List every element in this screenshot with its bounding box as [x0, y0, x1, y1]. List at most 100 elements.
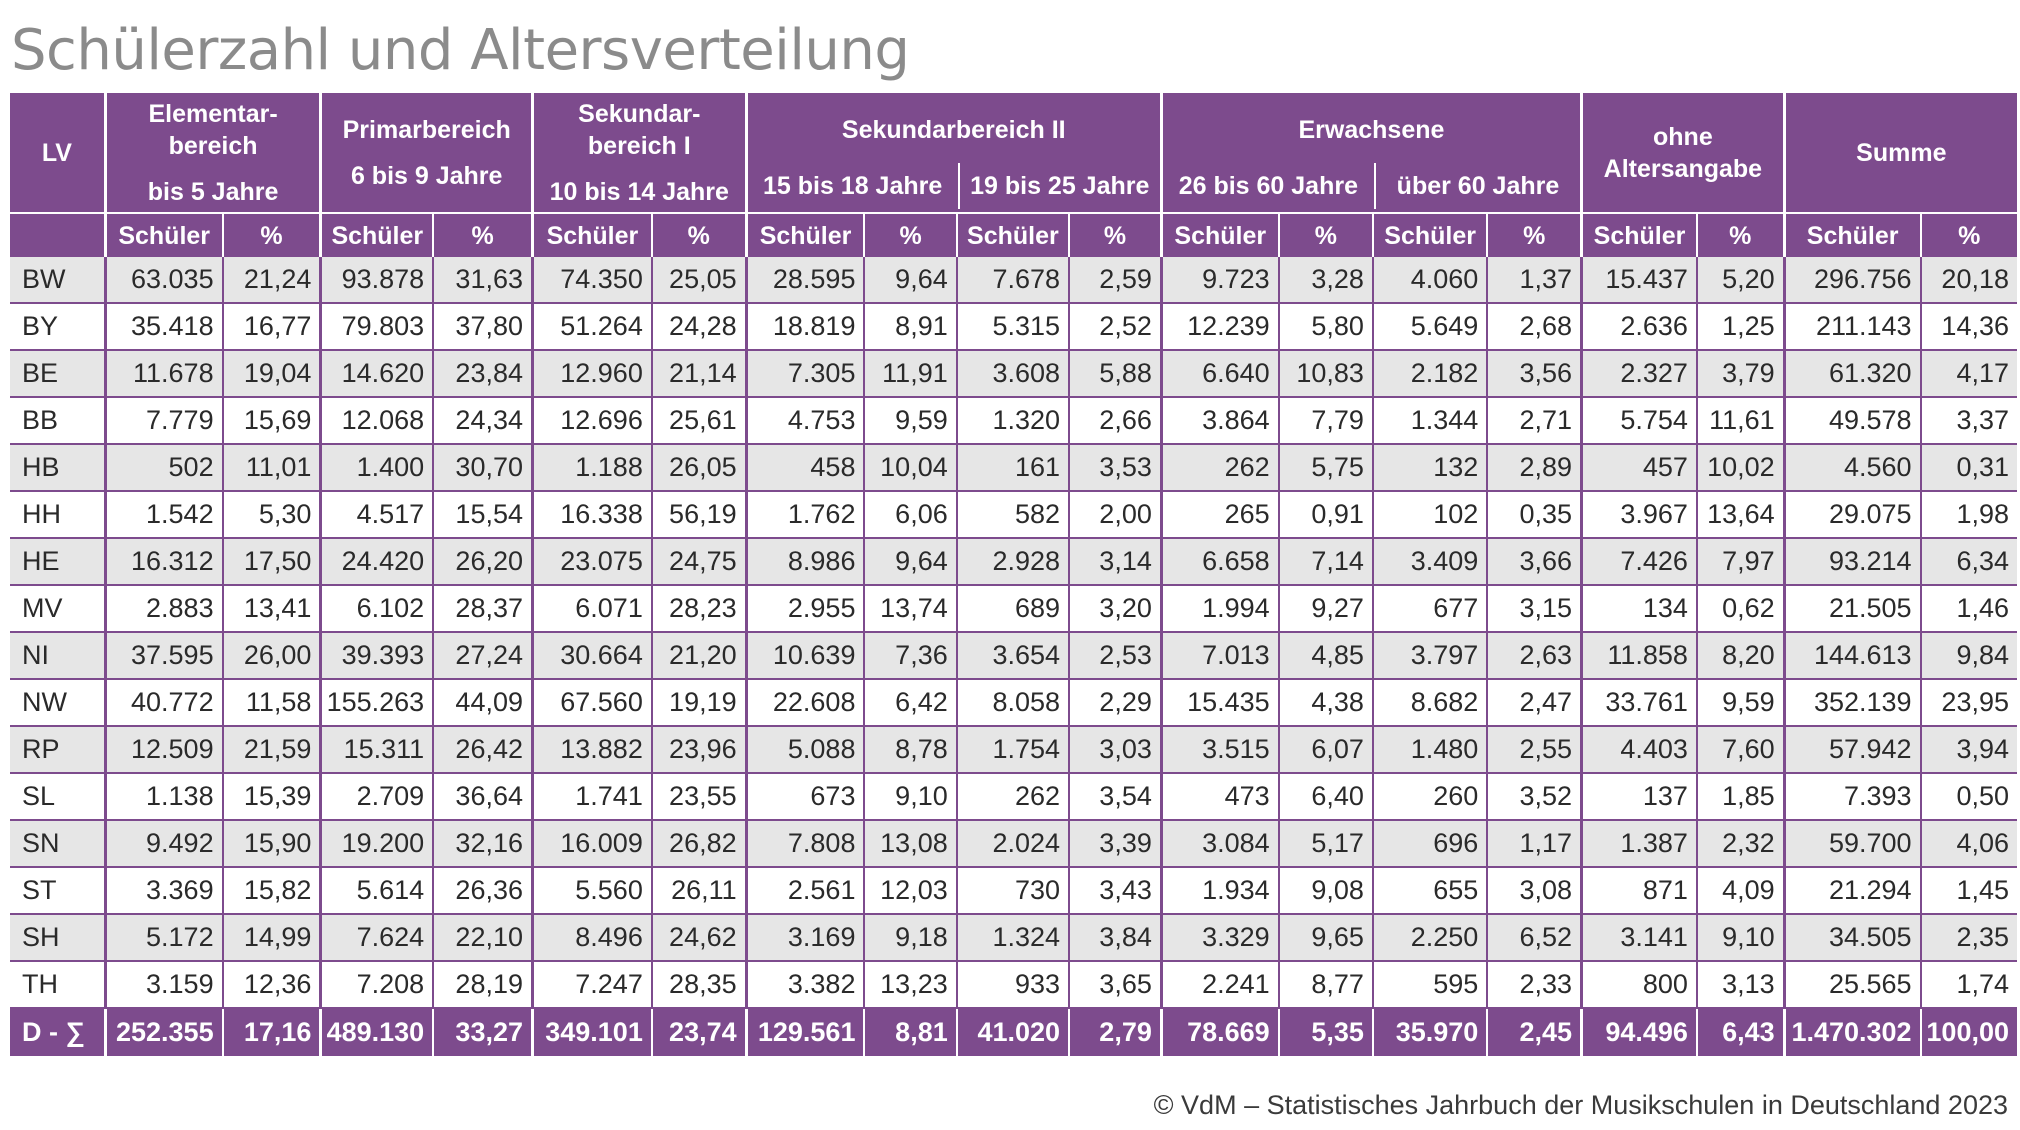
cell-pct: 9,64: [863, 538, 957, 586]
cell-pct: 17,50: [221, 538, 321, 586]
table-row: SN 9.492 15,90 19.200 32,16 16.009 26,82 7.808 1…: [10, 820, 2017, 868]
cell-schueler: 9.492: [103, 820, 223, 868]
header-sekundarbereich-1-line1: Sekundar-: [578, 100, 701, 128]
cell-schueler: 3.409: [1371, 538, 1488, 586]
cell-schueler: 1.741: [530, 773, 652, 821]
cell-pct: 1,46: [1919, 585, 2017, 633]
cell-pct: 13,64: [1695, 491, 1785, 539]
cell-schueler: 2.928: [955, 538, 1070, 586]
cell-schueler: 94.496: [1580, 1008, 1697, 1056]
cell-pct: 10,83: [1277, 350, 1373, 398]
cell-schueler: 296.756: [1782, 257, 1921, 304]
cell-pct: 8,91: [863, 303, 957, 351]
cell-lv: RP: [10, 726, 106, 774]
cell-pct: 26,11: [650, 867, 747, 915]
cell-pct: 2,32: [1695, 820, 1785, 868]
cell-schueler: 3.797: [1371, 632, 1488, 680]
cell-schueler: 1.754: [955, 726, 1070, 774]
cell-pct: 1,17: [1486, 820, 1582, 868]
cell-pct: 7,14: [1277, 538, 1373, 586]
table-row: TH 3.159 12,36 7.208 28,19 7.247 28,35 3.382 13,…: [10, 961, 2017, 1009]
cell-pct: 5,80: [1277, 303, 1373, 351]
header-age-26-60: 26 bis 60 Jahre: [1164, 163, 1376, 209]
cell-pct: 3,39: [1068, 820, 1162, 868]
table-row: HB 502 11,01 1.400 30,70 1.188 26,05 458 10,04 16…: [10, 444, 2017, 492]
cell-pct: 2,79: [1068, 1008, 1162, 1056]
header-sekundarbereich-1: Sekundar- bereich I 10 bis 14 Jahre: [531, 93, 747, 213]
cell-schueler: 2.327: [1580, 350, 1697, 398]
cell-pct: 5,30: [221, 491, 321, 539]
header-summe: Summe: [1782, 93, 2017, 213]
cell-pct: 0,50: [1919, 773, 2017, 821]
cell-schueler: 3.967: [1580, 491, 1697, 539]
cell-schueler: 1.400: [319, 444, 434, 492]
cell-pct: 1,25: [1695, 303, 1785, 351]
cell-schueler: 23.075: [530, 538, 652, 586]
cell-pct: 44,09: [432, 679, 533, 727]
cell-pct: 3,94: [1919, 726, 2017, 774]
cell-lv: HH: [10, 491, 106, 539]
cell-pct: 26,42: [432, 726, 533, 774]
cell-pct: 9,64: [863, 257, 957, 304]
cell-schueler: 473: [1159, 773, 1279, 821]
cell-pct: 7,79: [1277, 397, 1373, 445]
cell-pct: 12,36: [221, 961, 321, 1009]
cell-pct: 23,74: [650, 1008, 747, 1056]
col-schueler: Schüler: [955, 212, 1070, 257]
cell-schueler: 4.560: [1782, 444, 1921, 492]
cell-pct: 13,08: [863, 820, 957, 868]
cell-pct: 3,84: [1068, 914, 1162, 962]
cell-pct: 5,75: [1277, 444, 1373, 492]
cell-pct: 15,82: [221, 867, 321, 915]
cell-pct: 26,36: [432, 867, 533, 915]
cell-pct: 14,99: [221, 914, 321, 962]
table-row: NI 37.595 26,00 39.393 27,24 30.664 21,20 10.63…: [10, 632, 2017, 680]
cell-pct: 1,37: [1486, 257, 1582, 304]
cell-pct: 9,27: [1277, 585, 1373, 633]
cell-pct: 26,20: [432, 538, 533, 586]
header-primarbereich-label: Primarbereich: [342, 116, 511, 144]
cell-pct: 9,84: [1919, 632, 2017, 680]
cell-schueler: 265: [1159, 491, 1279, 539]
table-row: MV 2.883 13,41 6.102 28,37 6.071 28,23 2.955 13,…: [10, 585, 2017, 633]
col-schueler: Schüler: [103, 212, 223, 257]
header-sekundarbereich-1-line2: bereich I: [587, 132, 691, 160]
cell-pct: 2,55: [1486, 726, 1582, 774]
cell-pct: 16,77: [221, 303, 321, 351]
cell-schueler: 458: [744, 444, 865, 492]
cell-schueler: 3.382: [744, 961, 865, 1009]
cell-pct: 13,23: [863, 961, 957, 1009]
cell-pct: 3,28: [1277, 257, 1373, 304]
cell-schueler: 9.723: [1159, 257, 1279, 304]
cell-pct: 23,96: [650, 726, 747, 774]
cell-schueler: 3.141: [1580, 914, 1697, 962]
cell-pct: 23,95: [1919, 679, 2017, 727]
page-title: Schülerzahl und Altersverteilung: [11, 18, 910, 83]
header-age-bis-5: bis 5 Jahre: [147, 178, 279, 206]
cell-pct: 2,47: [1486, 679, 1582, 727]
cell-pct: 3,52: [1486, 773, 1582, 821]
cell-pct: 6,42: [863, 679, 957, 727]
cell-schueler: 144.613: [1782, 632, 1921, 680]
cell-schueler: 59.700: [1782, 820, 1921, 868]
cell-pct: 1,45: [1919, 867, 2017, 915]
cell-pct: 1,98: [1919, 491, 2017, 539]
col-schueler: Schüler: [1580, 212, 1697, 257]
header-sekundarbereich-2-label: Sekundarbereich II: [841, 116, 1066, 144]
cell-schueler: 489.130: [319, 1008, 434, 1056]
cell-pct: 7,60: [1695, 726, 1785, 774]
col-pct: %: [1277, 212, 1373, 257]
cell-schueler: 5.754: [1580, 397, 1697, 445]
cell-schueler: 6.658: [1159, 538, 1279, 586]
cell-pct: 9,10: [1695, 914, 1785, 962]
cell-pct: 9,10: [863, 773, 957, 821]
cell-pct: 3,54: [1068, 773, 1162, 821]
cell-pct: 26,00: [221, 632, 321, 680]
cell-schueler: 1.934: [1159, 867, 1279, 915]
cell-lv: BB: [10, 397, 106, 445]
cell-schueler: 2.883: [103, 585, 223, 633]
header-age-15-18: 15 bis 18 Jahre: [749, 163, 960, 209]
cell-pct: 8,20: [1695, 632, 1785, 680]
col-schueler: Schüler: [319, 212, 434, 257]
cell-pct: 24,28: [650, 303, 747, 351]
